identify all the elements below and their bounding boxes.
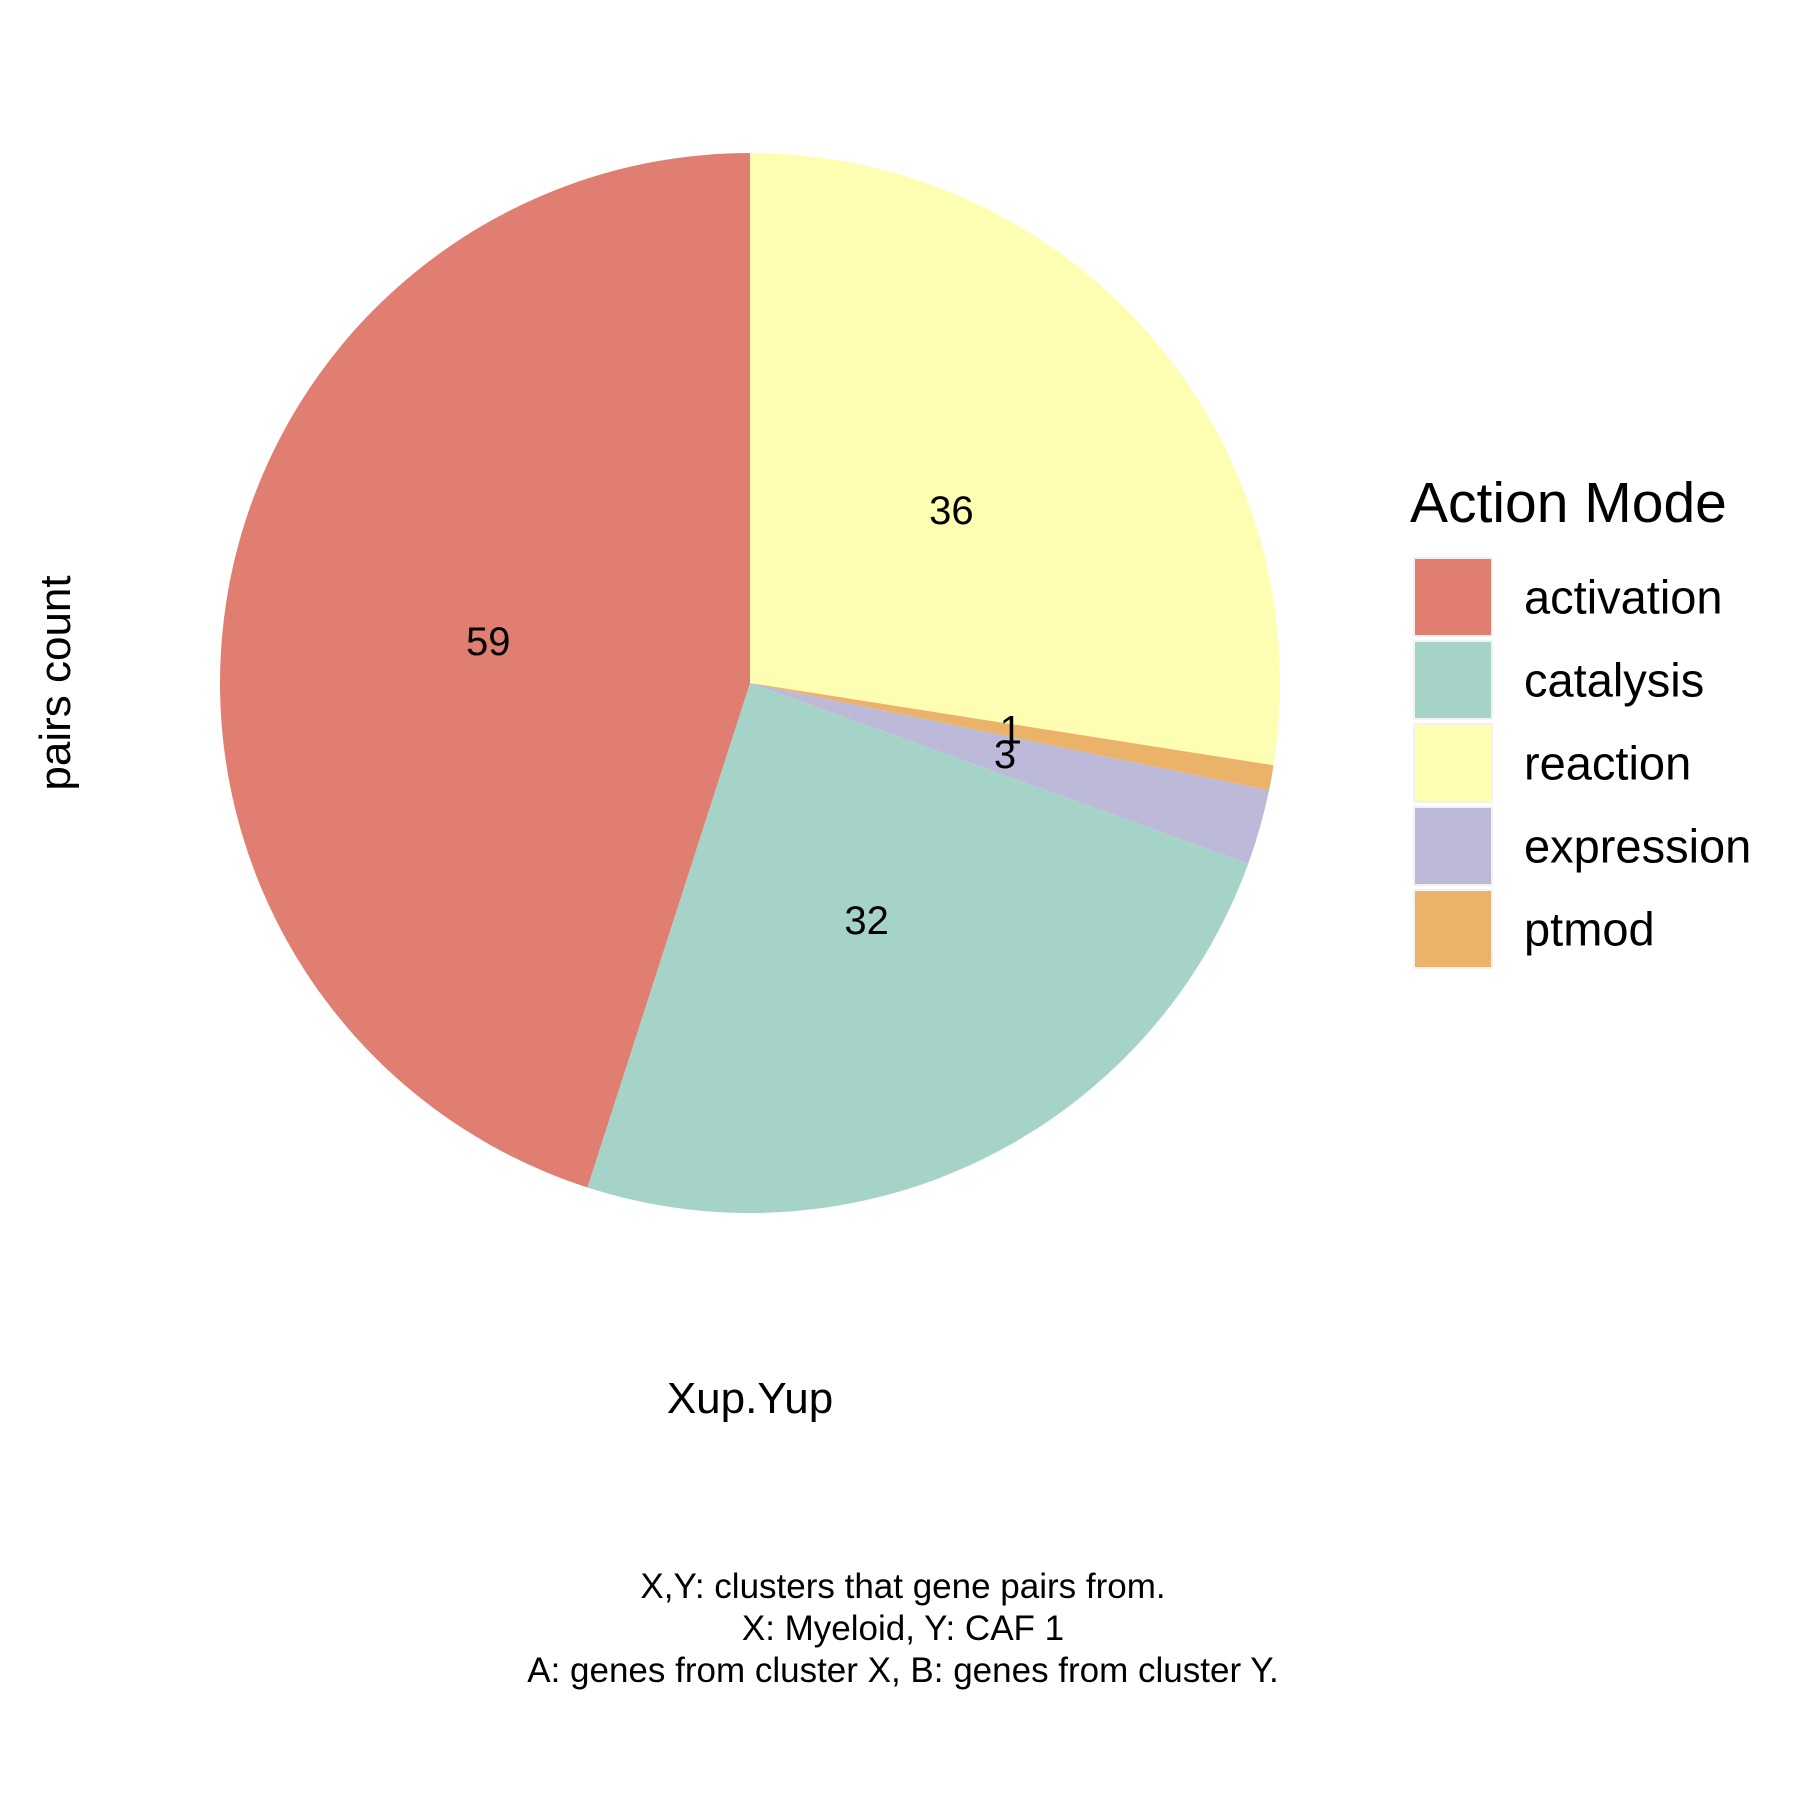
x-axis-title: Xup.Yup	[667, 1374, 833, 1423]
slice-label-ptmod: 1	[1000, 708, 1022, 752]
legend-key-activation	[1413, 557, 1493, 637]
legend: Action Mode activation catalysis reaction e…	[1410, 471, 1751, 969]
legend-label-reaction: reaction	[1524, 737, 1691, 790]
slice-label-catalysis: 32	[844, 899, 889, 943]
slice-label-reaction: 36	[929, 489, 974, 533]
pie-slice-ptmod	[750, 683, 1274, 791]
legend-label-catalysis: catalysis	[1524, 654, 1704, 707]
y-axis-title: pairs count	[31, 575, 80, 790]
caption-line-2: X: Myeloid, Y: CAF 1	[742, 1609, 1064, 1648]
slice-label-expression: 3	[994, 733, 1016, 777]
pie-slice-reaction	[750, 153, 1280, 766]
legend-title: Action Mode	[1410, 471, 1727, 535]
legend-key-expression	[1413, 806, 1493, 886]
legend-key-reaction	[1413, 723, 1493, 803]
caption-line-1: X,Y: clusters that gene pairs from.	[640, 1567, 1165, 1606]
legend-label-activation: activation	[1524, 571, 1723, 624]
pie-slice-labels: 36 13 32 59	[466, 489, 1022, 943]
legend-label-ptmod: ptmod	[1524, 903, 1655, 956]
legend-items: activation catalysis reaction expression ptm…	[1413, 557, 1751, 969]
legend-label-expression: expression	[1524, 820, 1751, 873]
pie-slices	[219, 153, 1280, 1214]
legend-key-ptmod	[1413, 889, 1493, 969]
legend-key-catalysis	[1413, 640, 1493, 720]
slice-label-activation: 59	[466, 620, 511, 664]
pie-slice-catalysis	[587, 683, 1249, 1214]
pie-slice-activation	[219, 153, 751, 1188]
pie-slice-expression	[750, 683, 1270, 864]
caption: X,Y: clusters that gene pairs from. X: M…	[527, 1567, 1279, 1690]
caption-line-3: A: genes from cluster X, B: genes from c…	[527, 1651, 1279, 1690]
